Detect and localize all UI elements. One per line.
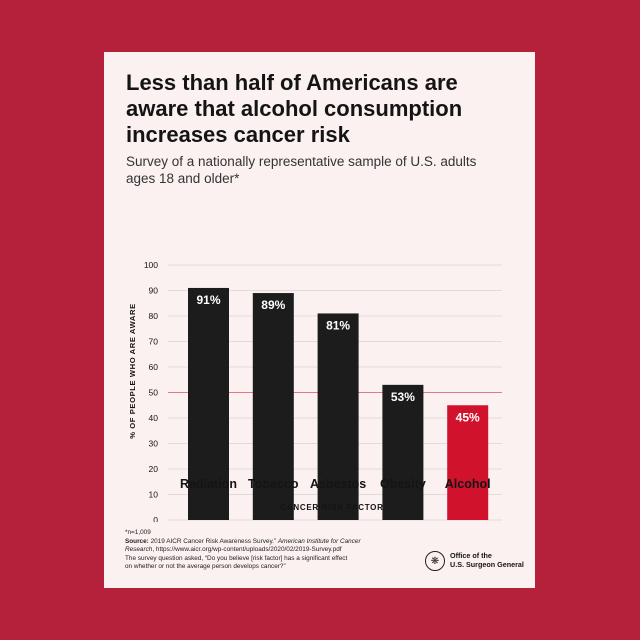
source-note: Source: 2019 AICR Cancer Risk Awareness … — [125, 538, 425, 547]
x-tick-label: Radiation — [180, 477, 237, 491]
y-tick-label: 70 — [149, 337, 159, 347]
footnotes: *n=1,009 Source: 2019 AICR Cancer Risk A… — [125, 529, 425, 572]
y-tick-label: 0 — [153, 515, 158, 522]
y-tick-label: 80 — [149, 311, 159, 321]
x-axis-label: CANCER RISK FACTOR — [280, 503, 383, 512]
source-text: 2019 AICR Cancer Risk Awareness Survey.” — [148, 537, 278, 545]
chart-title: Less than half of Americans are aware th… — [126, 70, 463, 147]
source-org-2: Research — [125, 546, 153, 554]
question-note-2: on whether or not the average person dev… — [125, 563, 286, 571]
y-tick-label: 10 — [149, 490, 159, 500]
y-tick-label: 90 — [149, 286, 159, 296]
source-url: , https://www.aicr.org/wp-content/upload… — [152, 546, 342, 554]
y-tick-label: 50 — [149, 388, 159, 398]
x-tick-label: Alcohol — [445, 477, 491, 491]
x-tick-label: Asbestos — [310, 477, 366, 491]
bar-chart: 0 10 20 30 40 50 60 70 80 90 100 91% 89% 81% 53% 45% R… — [128, 260, 502, 522]
bar-obesity — [382, 384, 424, 520]
bar-value-label: 91% — [196, 293, 220, 307]
y-tick-label: 40 — [149, 413, 159, 423]
y-axis-label: % OF PEOPLE WHO ARE AWARE — [128, 303, 137, 439]
bar-tobacco — [252, 293, 294, 520]
surgeon-general-logo: ❋ Office of the U.S. Surgeon General — [425, 551, 524, 571]
y-tick-label: 20 — [149, 464, 159, 474]
y-tick-label: 100 — [144, 260, 158, 270]
bar-value-label: 45% — [456, 410, 480, 424]
logo-line-1: Office of the — [450, 551, 492, 561]
bar-value-label: 53% — [391, 390, 415, 404]
source-org: American Institute for Cancer — [277, 537, 361, 545]
chart-subtitle: Survey of a nationally representative sa… — [126, 154, 477, 186]
logo-line-2: U.S. Surgeon General — [450, 560, 524, 569]
bar-alcohol — [447, 405, 489, 520]
bar-asbestos — [317, 313, 359, 520]
source-url-line: Research, https://www.aicr.org/wp-conten… — [125, 546, 425, 555]
bar-radiation — [188, 287, 229, 520]
y-tick-label: 30 — [149, 439, 159, 449]
bars — [188, 287, 489, 520]
sample-size-note: *n=1,009 — [125, 529, 151, 536]
bar-value-label: 81% — [326, 318, 350, 332]
infographic-card: Less than half of Americans are aware th… — [104, 52, 535, 588]
bar-value-label: 89% — [261, 298, 285, 312]
source-label: Source: — [125, 537, 149, 545]
logo-text: Office of the U.S. Surgeon General — [450, 552, 524, 569]
x-axis-ticks: Radiation Tobacco Asbestos Obesity Alcohol — [180, 477, 491, 491]
bar-labels: 91% 89% 81% 53% 45% — [196, 293, 480, 424]
x-tick-label: Obesity — [380, 477, 426, 491]
y-tick-label: 60 — [149, 362, 159, 372]
question-note-1: The survey question asked, “Do you belie… — [125, 554, 348, 562]
x-tick-label: Tobacco — [248, 477, 299, 491]
y-axis-ticks: 0 10 20 30 40 50 60 70 80 90 100 — [144, 260, 158, 522]
seal-icon: ❋ — [425, 551, 445, 571]
